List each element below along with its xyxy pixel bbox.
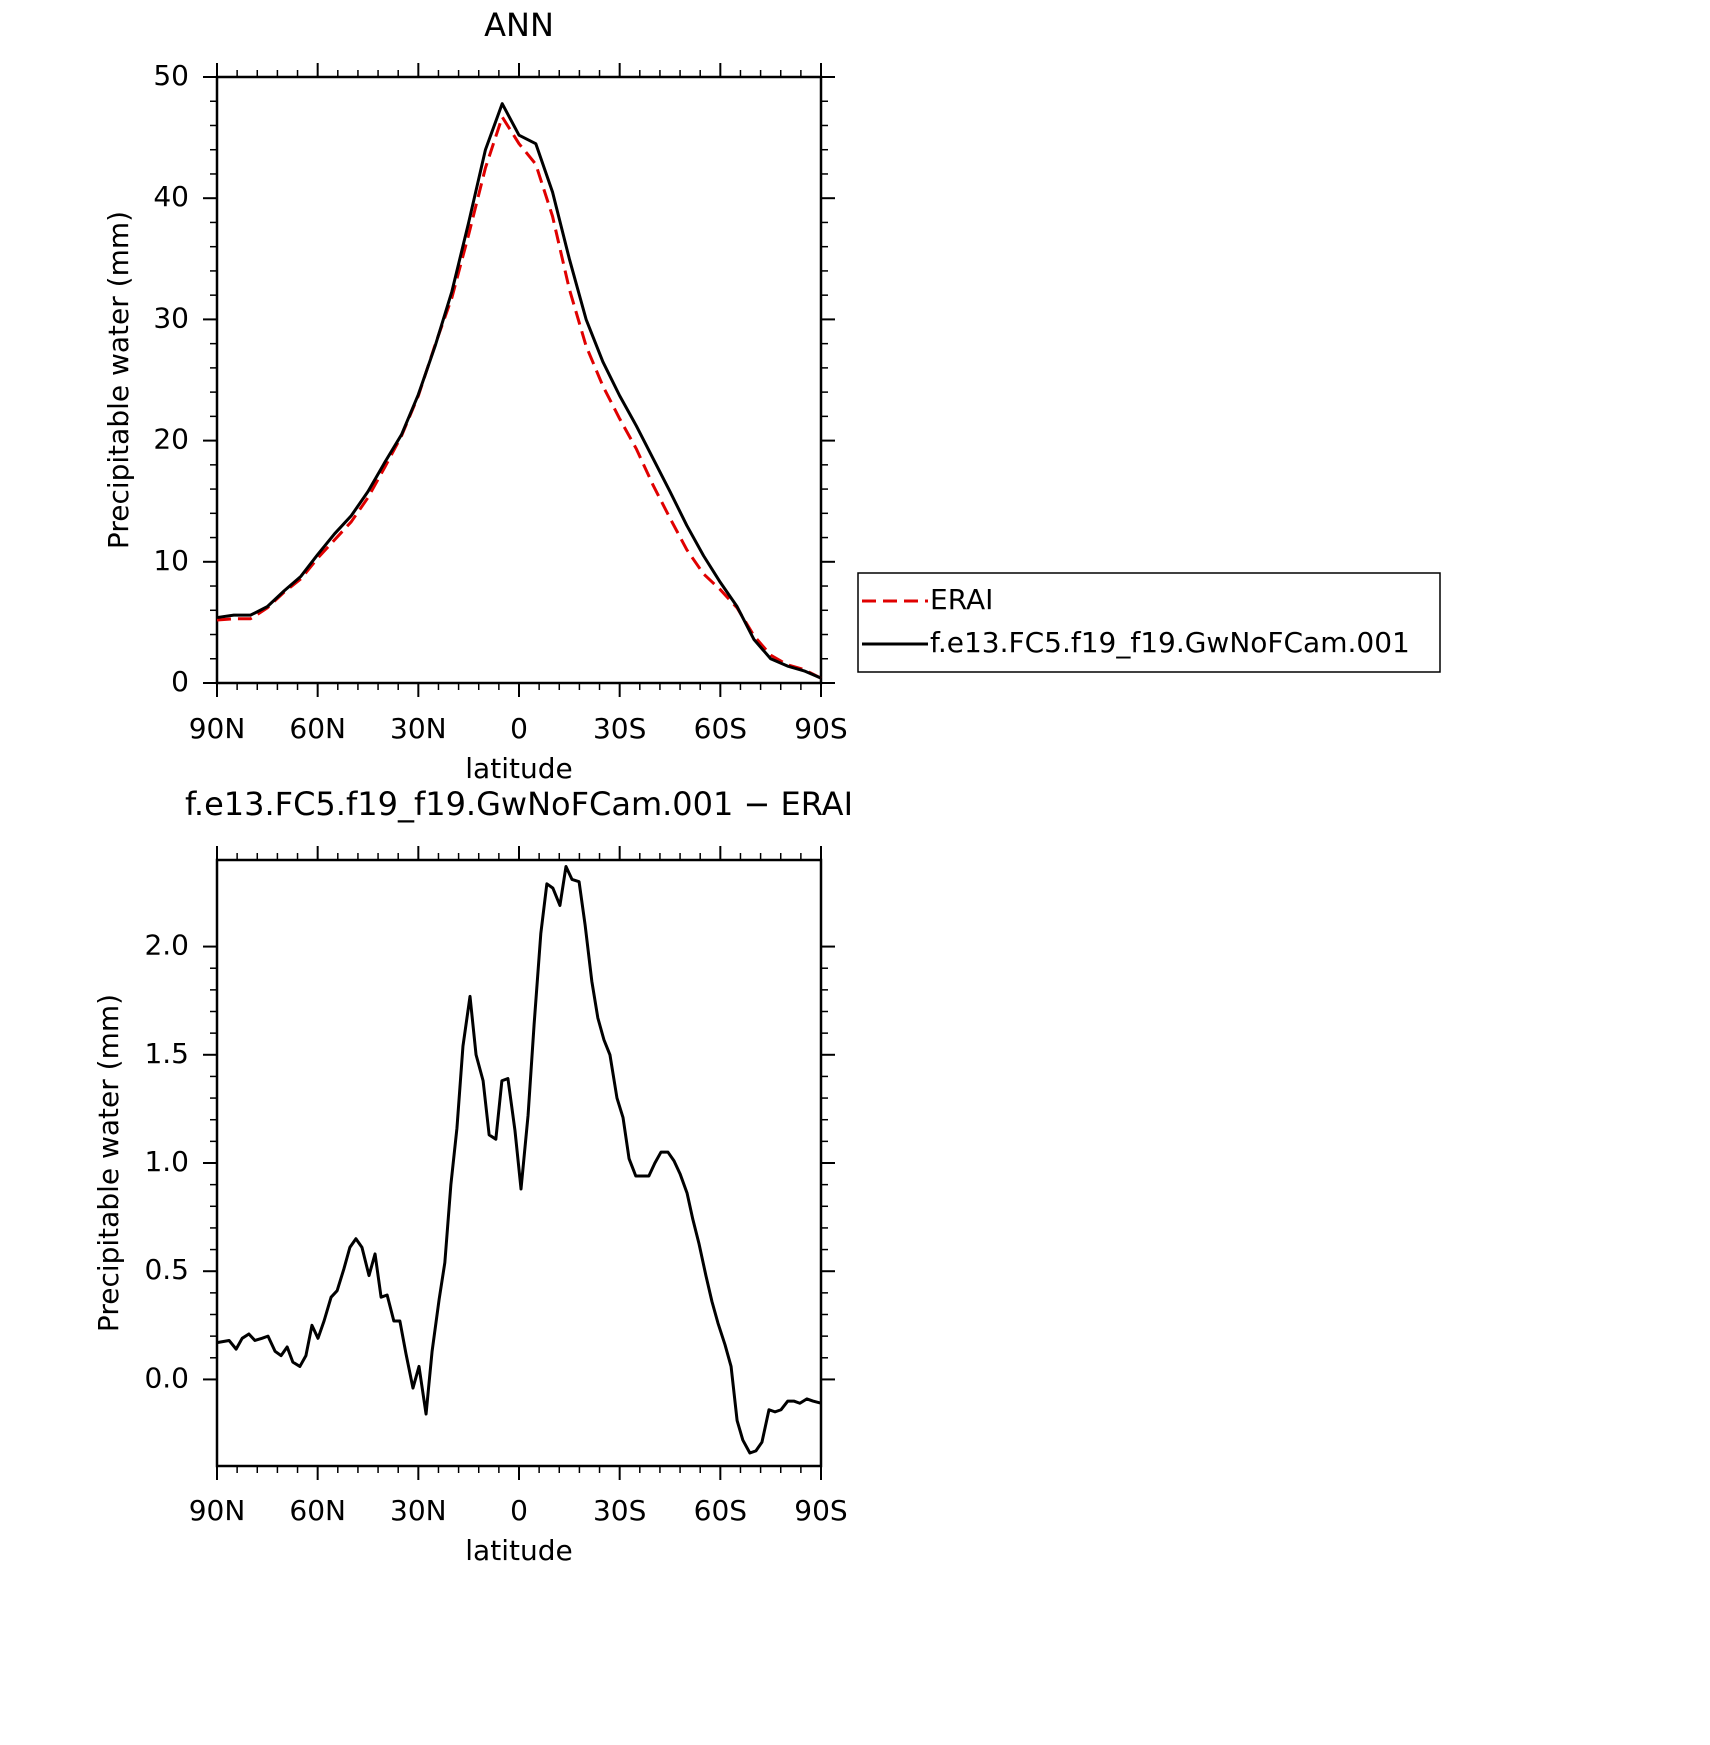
x-tick-label: 30S xyxy=(593,1494,646,1527)
series-line xyxy=(216,115,822,680)
y-tick-label: 0 xyxy=(171,665,189,698)
x-tick-label: 90S xyxy=(794,1494,847,1527)
legend-box xyxy=(857,572,1441,673)
legend-label: f.e13.FC5.f19_f19.GwNoFCam.001 xyxy=(930,626,1410,659)
x-tick-label: 30N xyxy=(390,712,447,745)
series-line xyxy=(216,102,822,680)
y-tick-label: 1.5 xyxy=(144,1037,189,1070)
y-tick-label: 2.0 xyxy=(144,929,189,962)
x-tick-label: 90S xyxy=(794,712,847,745)
x-tick-label: 90N xyxy=(189,1494,246,1527)
y-axis-label: Precipitable water (mm) xyxy=(102,211,135,549)
x-tick-label: 60N xyxy=(289,1494,346,1527)
chart-title: ANN xyxy=(484,6,554,44)
y-axis-label: Precipitable water (mm) xyxy=(92,994,125,1332)
y-tick-label: 30 xyxy=(153,301,189,334)
y-tick-label: 50 xyxy=(153,59,189,92)
x-axis-label: latitude xyxy=(465,1534,572,1567)
x-tick-label: 60S xyxy=(694,1494,747,1527)
y-tick-label: 40 xyxy=(153,180,189,213)
x-tick-label: 60S xyxy=(694,712,747,745)
x-tick-label: 30S xyxy=(593,712,646,745)
x-tick-label: 90N xyxy=(189,712,246,745)
y-tick-label: 0.0 xyxy=(144,1361,189,1394)
x-tick-label: 30N xyxy=(390,1494,447,1527)
series-line xyxy=(216,864,822,1455)
plot-frame xyxy=(215,75,823,685)
y-tick-label: 0.5 xyxy=(144,1253,189,1286)
y-tick-label: 10 xyxy=(153,544,189,577)
y-tick-label: 1.0 xyxy=(144,1145,189,1178)
x-tick-label: 60N xyxy=(289,712,346,745)
x-tick-label: 0 xyxy=(510,712,528,745)
x-tick-label: 0 xyxy=(510,1494,528,1527)
y-tick-label: 20 xyxy=(153,423,189,456)
chart-title: f.e13.FC5.f19_f19.GwNoFCam.001 − ERAI xyxy=(185,785,853,823)
x-axis-label: latitude xyxy=(465,752,572,785)
legend-label: ERAI xyxy=(930,583,993,616)
